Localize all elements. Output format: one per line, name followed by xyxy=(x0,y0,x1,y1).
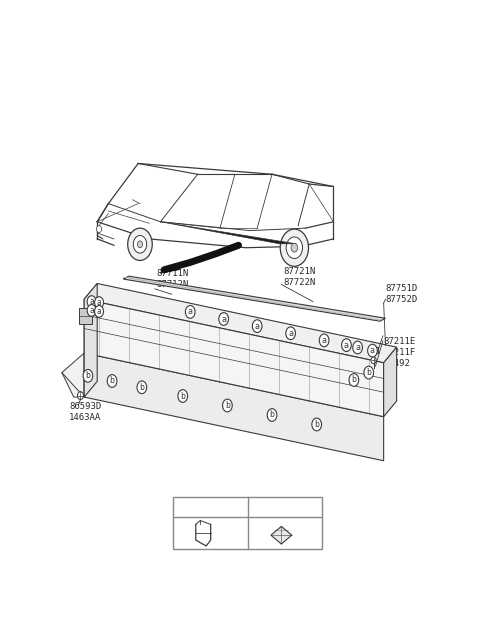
Circle shape xyxy=(286,237,302,258)
Text: a: a xyxy=(288,329,293,338)
Polygon shape xyxy=(160,222,296,244)
Text: a: a xyxy=(97,298,101,307)
Polygon shape xyxy=(84,284,396,363)
Circle shape xyxy=(319,334,329,347)
Text: a: a xyxy=(89,297,94,306)
Text: b: b xyxy=(180,392,185,401)
Circle shape xyxy=(83,370,93,382)
Text: a: a xyxy=(97,307,101,316)
Circle shape xyxy=(291,244,298,252)
Circle shape xyxy=(353,341,362,354)
Text: a: a xyxy=(188,307,192,316)
Circle shape xyxy=(252,320,262,333)
Text: a: a xyxy=(89,306,94,315)
Text: 87751D
87752D: 87751D 87752D xyxy=(385,284,418,304)
Circle shape xyxy=(280,229,309,266)
Circle shape xyxy=(181,500,192,513)
Circle shape xyxy=(77,392,84,399)
Polygon shape xyxy=(84,353,384,460)
Circle shape xyxy=(286,327,296,340)
Text: b: b xyxy=(85,371,90,380)
Text: b: b xyxy=(270,410,275,420)
Text: 87786: 87786 xyxy=(196,501,227,511)
Polygon shape xyxy=(160,266,179,273)
Text: b: b xyxy=(109,377,115,385)
Circle shape xyxy=(128,228,152,261)
Circle shape xyxy=(364,366,373,379)
Circle shape xyxy=(87,296,96,307)
Text: 87758: 87758 xyxy=(269,501,300,511)
Circle shape xyxy=(137,241,143,248)
Text: a: a xyxy=(255,322,260,331)
Text: a: a xyxy=(221,315,226,324)
Text: a: a xyxy=(370,346,375,355)
Text: b: b xyxy=(366,368,371,377)
Polygon shape xyxy=(84,299,384,417)
Text: 87721N
87722N: 87721N 87722N xyxy=(283,266,315,287)
Text: a: a xyxy=(355,343,360,352)
Text: 87711N
87712N: 87711N 87712N xyxy=(156,269,189,289)
Polygon shape xyxy=(123,276,385,321)
Circle shape xyxy=(368,344,377,357)
Text: 87211E
87211F
12492: 87211E 87211F 12492 xyxy=(384,337,416,368)
Circle shape xyxy=(349,373,359,386)
Text: b: b xyxy=(351,375,356,384)
Circle shape xyxy=(342,339,351,352)
Circle shape xyxy=(267,408,277,422)
Text: b: b xyxy=(257,502,263,511)
Circle shape xyxy=(87,305,96,316)
Text: 86593D
1463AA: 86593D 1463AA xyxy=(69,402,102,422)
Circle shape xyxy=(255,500,264,513)
Circle shape xyxy=(219,313,228,326)
Circle shape xyxy=(371,357,376,364)
Circle shape xyxy=(95,296,104,308)
Polygon shape xyxy=(62,353,84,397)
Polygon shape xyxy=(384,347,396,417)
Circle shape xyxy=(133,235,147,253)
Circle shape xyxy=(223,399,232,412)
Circle shape xyxy=(312,418,322,431)
Text: b: b xyxy=(314,420,319,429)
Circle shape xyxy=(178,390,188,403)
Circle shape xyxy=(96,226,102,233)
Text: b: b xyxy=(139,383,144,392)
Circle shape xyxy=(185,305,195,318)
Polygon shape xyxy=(84,284,97,397)
Circle shape xyxy=(107,375,117,387)
Polygon shape xyxy=(271,527,292,544)
Text: a: a xyxy=(184,502,189,511)
Text: a: a xyxy=(322,336,326,345)
Circle shape xyxy=(95,305,104,317)
Polygon shape xyxy=(79,308,92,324)
Text: a: a xyxy=(344,341,349,350)
Text: b: b xyxy=(225,401,230,410)
FancyBboxPatch shape xyxy=(173,497,322,549)
Circle shape xyxy=(137,381,147,394)
